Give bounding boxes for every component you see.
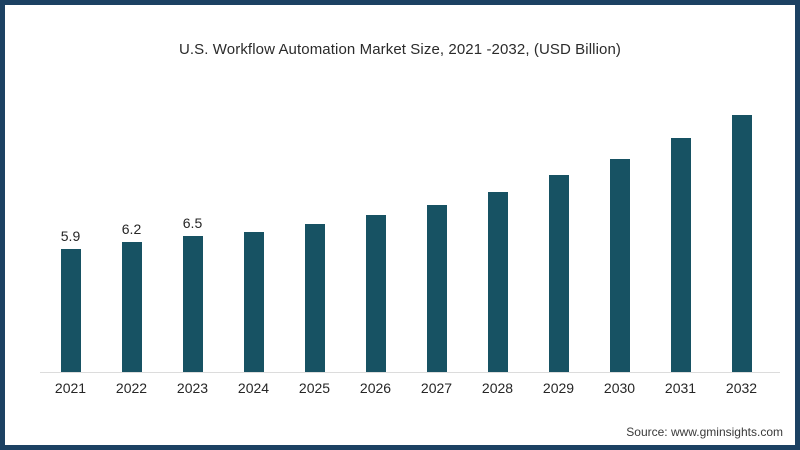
chart-title: U.S. Workflow Automation Market Size, 20… xyxy=(178,41,622,58)
x-tick-label: 2021 xyxy=(54,380,87,396)
x-tick-label: 2029 xyxy=(542,380,575,396)
bar-column-2025 xyxy=(284,96,345,372)
x-axis-line xyxy=(40,372,780,373)
bar-column-2028 xyxy=(467,96,528,372)
bar-2028 xyxy=(487,192,508,372)
bar-2030 xyxy=(609,159,630,372)
bar-2021 xyxy=(60,249,81,372)
x-tick-label: 2026 xyxy=(359,380,392,396)
bar-column-2023: 6.5 xyxy=(162,96,223,372)
x-tick-label: 2031 xyxy=(664,380,697,396)
bar-column-2032 xyxy=(711,96,772,372)
bar-2031 xyxy=(670,138,691,372)
x-axis-tick-labels: 2021 2022 2023 2024 2025 2026 2027 2028 2029 2030… xyxy=(40,380,772,396)
bar-column-2022: 6.2 xyxy=(101,96,162,372)
x-tick-label: 2025 xyxy=(298,380,331,396)
bar-value-label: 5.9 xyxy=(60,228,81,244)
x-tick-label: 2023 xyxy=(176,380,209,396)
plot-area: 5.9 6.2 6.5 xyxy=(40,96,772,372)
x-tick-label: 2022 xyxy=(115,380,148,396)
bar-column-2029 xyxy=(528,96,589,372)
bar-value-label: 6.5 xyxy=(182,215,203,231)
bar-2025 xyxy=(304,224,325,372)
bar-column-2021: 5.9 xyxy=(40,96,101,372)
x-tick-label: 2028 xyxy=(481,380,514,396)
x-tick-label: 2032 xyxy=(725,380,758,396)
bar-2029 xyxy=(548,175,569,372)
bar-2032 xyxy=(731,115,752,372)
bar-column-2030 xyxy=(589,96,650,372)
x-tick-label: 2030 xyxy=(603,380,636,396)
bar-2023 xyxy=(182,236,203,372)
bar-2027 xyxy=(426,205,447,372)
bar-column-2031 xyxy=(650,96,711,372)
bar-2026 xyxy=(365,215,386,372)
bar-value-label: 6.2 xyxy=(121,221,142,237)
bar-column-2027 xyxy=(406,96,467,372)
bar-column-2024 xyxy=(223,96,284,372)
bar-column-2026 xyxy=(345,96,406,372)
bar-2024 xyxy=(243,232,264,372)
x-tick-label: 2024 xyxy=(237,380,270,396)
x-tick-label: 2027 xyxy=(420,380,453,396)
bar-2022 xyxy=(121,242,142,372)
source-credit: Source: www.gminsights.com xyxy=(626,425,783,439)
